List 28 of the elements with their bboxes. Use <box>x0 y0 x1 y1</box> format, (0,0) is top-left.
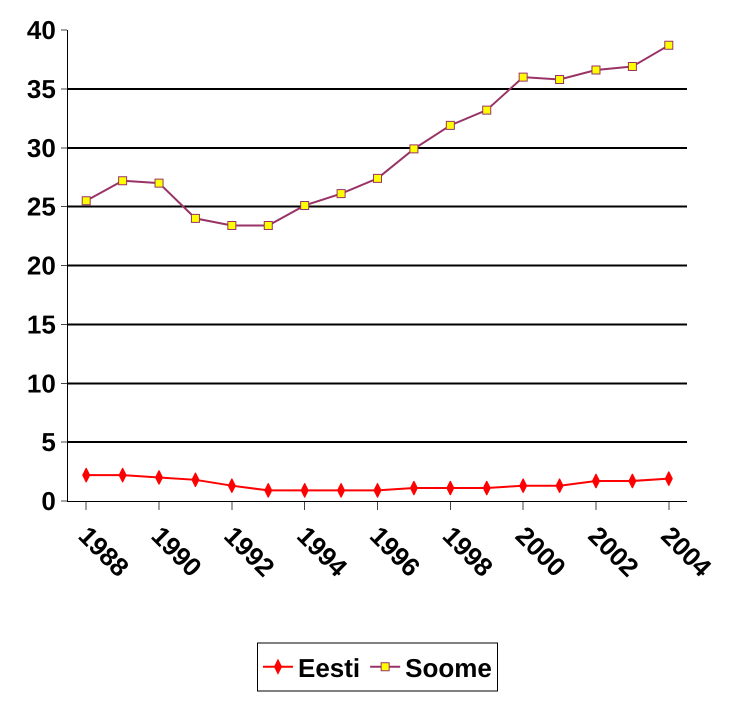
y-tick-label: 30 <box>26 132 56 163</box>
y-tick-label: 40 <box>26 15 56 46</box>
point <box>555 74 564 84</box>
point <box>300 200 310 210</box>
point <box>227 220 236 230</box>
point <box>264 220 273 230</box>
y-tick-label: 15 <box>26 309 56 340</box>
point <box>591 66 600 75</box>
legend-label: Soome <box>405 652 492 683</box>
y-tick-label: 20 <box>26 250 56 281</box>
y-tick-label: 10 <box>26 368 56 398</box>
y-tick-label: 0 <box>41 486 56 516</box>
y-tick-label: 35 <box>26 74 56 104</box>
point <box>409 144 418 154</box>
y-tick-label: 25 <box>26 192 56 222</box>
point <box>118 176 128 186</box>
point <box>446 120 455 130</box>
point <box>154 178 164 188</box>
point <box>336 189 346 198</box>
y-tick-label: 5 <box>41 427 56 458</box>
point <box>373 174 382 183</box>
point <box>190 214 200 223</box>
point <box>664 40 674 50</box>
point <box>628 62 637 71</box>
point <box>482 106 492 115</box>
point <box>82 196 91 206</box>
legend-label: Eesti <box>298 652 360 683</box>
point <box>518 72 528 82</box>
